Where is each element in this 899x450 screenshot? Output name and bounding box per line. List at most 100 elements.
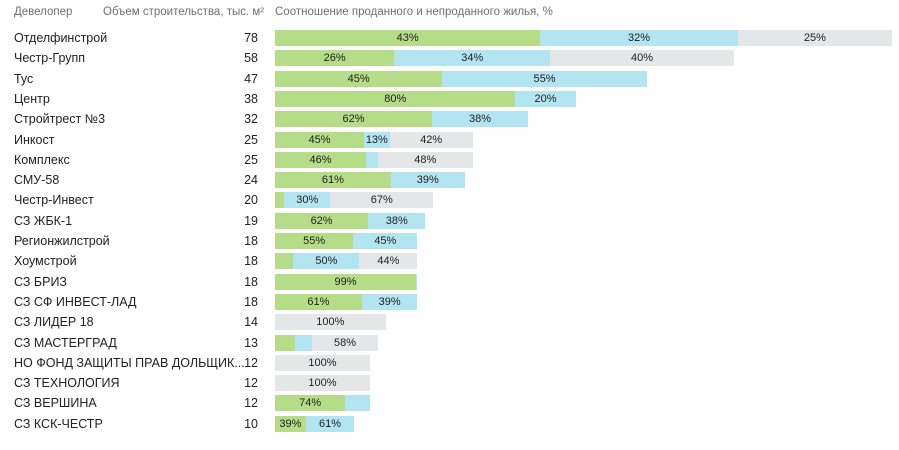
- chart-row: СЗ ЖБК-1 19 62% 38%: [0, 211, 899, 231]
- header-ratio: Соотношение проданного и непроданного жи…: [275, 6, 553, 18]
- developer-label: СЗ КСК-ЧЕСТР: [14, 416, 103, 431]
- chart-row: СЗ СФ ИНВЕСТ-ЛАД 18 61% 39%: [0, 292, 899, 312]
- bar-segment-part: 50%: [293, 253, 360, 270]
- bar-segment-sold: 46%: [275, 151, 366, 168]
- stacked-bar: 100%: [275, 314, 386, 331]
- bar-segment-sold: 45%: [275, 131, 364, 148]
- bar-segment-sold: 45%: [275, 70, 443, 87]
- volume-label: 47: [244, 71, 258, 86]
- volume-label: 12: [244, 396, 258, 411]
- chart-row: СЗ ТЕХНОЛОГИЯ 12 100%: [0, 373, 899, 393]
- volume-label: 18: [244, 254, 258, 269]
- stacked-bar: 58%: [275, 334, 378, 351]
- volume-label: 78: [244, 31, 258, 45]
- bar-segment-part: 39%: [361, 293, 418, 310]
- chart-row: Честр-Инвест 20 30% 67%: [0, 190, 899, 210]
- chart-row: СЗ КСК-ЧЕСТР 10 39% 61%: [0, 414, 899, 434]
- bar-segment-unsold: 67%: [330, 192, 434, 209]
- stacked-bar: 100%: [275, 375, 370, 392]
- chart-row: СМУ-58 24 61% 39%: [0, 170, 899, 190]
- bar-segment-part: [295, 334, 313, 351]
- chart-row: Комплекс 25 46% 48%: [0, 150, 899, 170]
- bar-segment-part: 32%: [540, 30, 738, 46]
- volume-label: 24: [244, 173, 258, 188]
- developer-label: Хоумстрой: [14, 254, 77, 269]
- stacked-bar: 45% 55%: [275, 70, 647, 87]
- stacked-bar: 99%: [275, 273, 418, 290]
- bar-segment-part: [415, 273, 418, 290]
- bar-segment-sold: 43%: [275, 30, 541, 46]
- bar-segment-sold: 61%: [275, 293, 362, 310]
- volume-label: 18: [244, 294, 258, 309]
- chart-row: Центр 38 80% 20%: [0, 89, 899, 109]
- developer-label: СЗ СФ ИНВЕСТ-ЛАД: [14, 294, 137, 309]
- stacked-bar: 50% 44%: [275, 253, 418, 270]
- volume-label: 18: [244, 234, 258, 248]
- bar-segment-part: 55%: [442, 70, 647, 87]
- bar-segment-part: 13%: [363, 131, 390, 148]
- bar-segment-sold: 26%: [275, 50, 395, 67]
- chart-row: Стройтрест №3 32 62% 38%: [0, 109, 899, 129]
- bar-segment-unsold: 44%: [359, 253, 418, 270]
- bar-segment-unsold: 48%: [377, 151, 473, 168]
- stacked-bar: 62% 38%: [275, 111, 529, 128]
- chart-row: СЗ ЛИДЕР 18 14 100%: [0, 312, 899, 332]
- stacked-bar: 43% 32% 25%: [275, 30, 892, 46]
- developer-label: Отделфинстрой: [14, 31, 108, 45]
- bar-segment-part: 38%: [368, 212, 426, 229]
- bar-segment-sold: [275, 334, 296, 351]
- bar-segment-part: 39%: [390, 172, 465, 189]
- volume-label: 20: [244, 193, 258, 208]
- bar-segment-sold: 99%: [275, 273, 416, 290]
- bar-segment-sold: [275, 192, 285, 209]
- stacked-bar: 61% 39%: [275, 172, 465, 189]
- chart-row: Тус 47 45% 55%: [0, 69, 899, 89]
- developer-label: СЗ ВЕРШИНА: [14, 396, 97, 411]
- developer-label: СМУ-58: [14, 173, 60, 188]
- developer-label: Тус: [14, 71, 34, 86]
- bar-segment-sold: 80%: [275, 90, 516, 107]
- chart-row: Хоумстрой 18 50% 44%: [0, 251, 899, 271]
- bar-segment-unsold: 40%: [550, 50, 734, 67]
- developer-label: СЗ ЖБК-1: [14, 213, 73, 228]
- bar-segment-part: 30%: [284, 192, 331, 209]
- developer-label: Регионжилстрой: [14, 234, 110, 248]
- chart-row: НО ФОНД ЗАЩИТЫ ПРАВ ДОЛЬЩИК... 12 100%: [0, 353, 899, 373]
- stacked-bar: 100%: [275, 354, 370, 371]
- bar-segment-unsold: 58%: [312, 334, 378, 351]
- developer-label: СЗ БРИЗ: [14, 274, 67, 289]
- bar-segment-part: 61%: [305, 415, 355, 432]
- bar-segment-sold: 55%: [275, 233, 354, 249]
- bar-segment-part: [345, 395, 370, 412]
- developer-label: СЗ ЛИДЕР 18: [14, 315, 94, 330]
- stacked-bar: 39% 61%: [275, 415, 355, 432]
- bar-segment-part: [365, 151, 378, 168]
- stacked-bar: 61% 39%: [275, 293, 418, 310]
- volume-label: 14: [244, 315, 258, 330]
- bar-segment-part: 20%: [515, 90, 576, 107]
- volume-label: 19: [244, 213, 258, 228]
- developer-label: СЗ ТЕХНОЛОГИЯ: [14, 376, 120, 391]
- stacked-bar: 62% 38%: [275, 212, 426, 229]
- header-developer: Девелопер: [14, 6, 73, 18]
- volume-label: 25: [244, 132, 258, 147]
- volume-label: 12: [244, 355, 258, 370]
- volume-label: 13: [244, 335, 258, 350]
- bar-segment-part: 38%: [431, 111, 529, 128]
- volume-label: 10: [244, 416, 258, 431]
- chart-row: СЗ БРИЗ 18 99%: [0, 272, 899, 292]
- developer-label: Честр-Инвест: [14, 193, 94, 208]
- bar-segment-sold: 62%: [275, 111, 432, 128]
- bar-segment-sold: 74%: [275, 395, 346, 412]
- bar-segment-unsold: 25%: [737, 30, 892, 46]
- chart-row: Регионжилстрой 18 55% 45%: [0, 231, 899, 251]
- volume-label: 58: [244, 51, 258, 66]
- bar-segment-unsold: 100%: [275, 375, 370, 392]
- bar-segment-sold: 61%: [275, 172, 391, 189]
- volume-label: 25: [244, 152, 258, 167]
- stacked-bar: 46% 48%: [275, 151, 473, 168]
- developer-label: Центр: [14, 91, 50, 106]
- chart-row: Отделфинстрой 78 43% 32% 25%: [0, 28, 899, 48]
- bar-segment-unsold: 42%: [389, 131, 473, 148]
